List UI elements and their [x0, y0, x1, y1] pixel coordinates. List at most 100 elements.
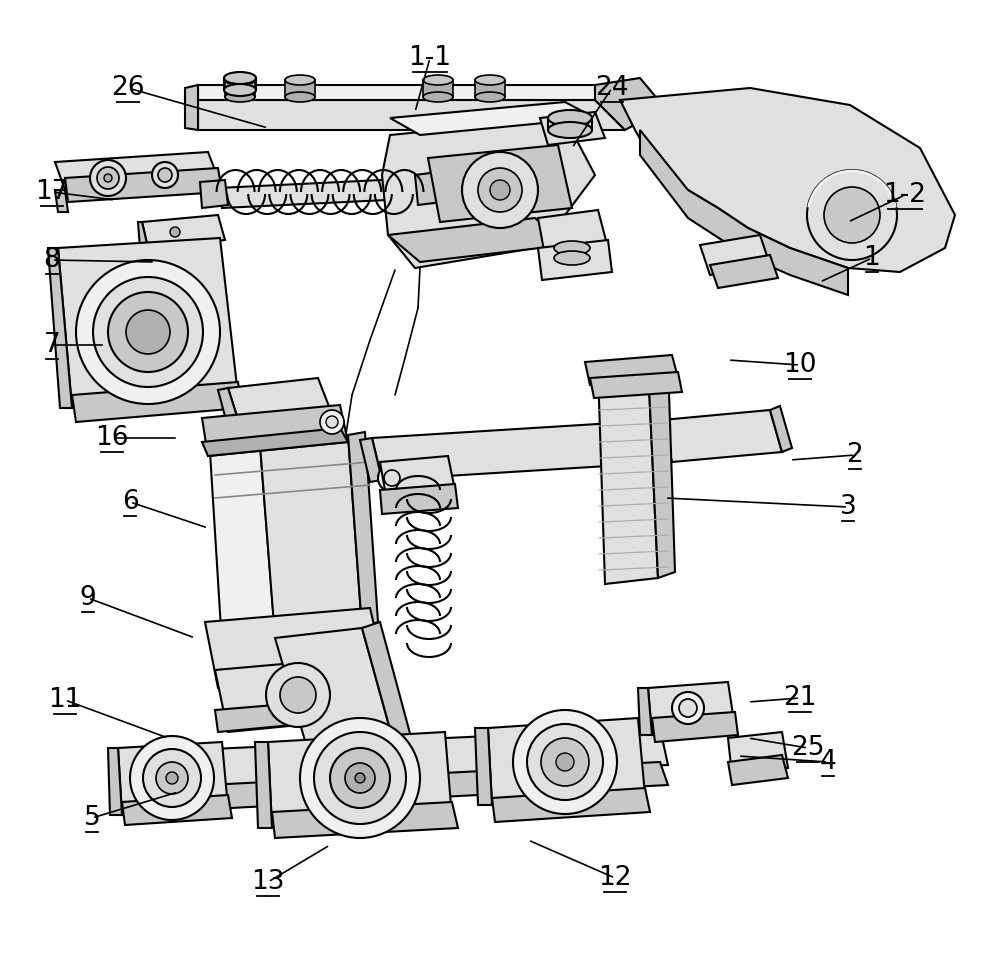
Polygon shape — [255, 742, 272, 828]
Text: 2: 2 — [847, 442, 863, 468]
Circle shape — [513, 710, 617, 814]
Circle shape — [126, 310, 170, 354]
Polygon shape — [640, 130, 848, 295]
Text: 11: 11 — [48, 687, 82, 713]
Circle shape — [76, 260, 220, 404]
Polygon shape — [198, 100, 625, 130]
Circle shape — [490, 180, 510, 200]
Text: 13: 13 — [251, 869, 285, 895]
Polygon shape — [728, 755, 788, 785]
Polygon shape — [148, 762, 668, 812]
Polygon shape — [285, 80, 315, 97]
Circle shape — [166, 772, 178, 784]
Polygon shape — [108, 748, 122, 815]
Polygon shape — [648, 682, 735, 735]
Polygon shape — [118, 742, 228, 815]
Circle shape — [152, 162, 178, 188]
Polygon shape — [595, 78, 665, 130]
Polygon shape — [540, 112, 605, 145]
Circle shape — [314, 732, 406, 824]
Text: 10: 10 — [783, 352, 817, 378]
Circle shape — [90, 160, 126, 196]
Circle shape — [143, 749, 201, 807]
Polygon shape — [380, 484, 458, 514]
Text: 7: 7 — [44, 332, 60, 358]
Text: 4: 4 — [820, 749, 836, 775]
Ellipse shape — [224, 84, 256, 96]
Text: 1: 1 — [864, 245, 880, 271]
Polygon shape — [423, 80, 453, 97]
Polygon shape — [380, 456, 455, 496]
Polygon shape — [218, 388, 242, 435]
Text: 26: 26 — [111, 75, 145, 101]
Ellipse shape — [225, 92, 255, 102]
Circle shape — [170, 227, 180, 237]
Polygon shape — [388, 218, 565, 262]
Polygon shape — [138, 222, 148, 248]
Polygon shape — [638, 688, 652, 735]
Ellipse shape — [475, 75, 505, 85]
Polygon shape — [648, 362, 675, 578]
Text: 1-1: 1-1 — [409, 45, 452, 71]
Polygon shape — [362, 622, 415, 758]
Text: 5: 5 — [84, 805, 100, 831]
Polygon shape — [55, 190, 68, 212]
Polygon shape — [390, 102, 595, 135]
Circle shape — [824, 187, 880, 243]
Polygon shape — [268, 732, 452, 828]
Circle shape — [378, 464, 406, 492]
Polygon shape — [228, 378, 335, 432]
Text: 21: 21 — [783, 685, 817, 711]
Polygon shape — [65, 168, 222, 202]
Ellipse shape — [548, 122, 592, 138]
Polygon shape — [415, 172, 442, 205]
Polygon shape — [198, 85, 625, 100]
Circle shape — [93, 277, 203, 387]
Polygon shape — [620, 88, 955, 272]
Circle shape — [672, 692, 704, 724]
Polygon shape — [202, 405, 348, 456]
Polygon shape — [275, 628, 398, 775]
Ellipse shape — [285, 75, 315, 85]
Polygon shape — [122, 795, 232, 825]
Circle shape — [355, 773, 365, 783]
Circle shape — [807, 170, 897, 260]
Circle shape — [384, 470, 400, 486]
Polygon shape — [382, 118, 595, 268]
Polygon shape — [225, 80, 255, 97]
Polygon shape — [260, 435, 362, 638]
Polygon shape — [710, 255, 778, 288]
Polygon shape — [215, 695, 400, 732]
Circle shape — [462, 152, 538, 228]
Circle shape — [527, 724, 603, 800]
Polygon shape — [475, 728, 492, 805]
Polygon shape — [700, 235, 770, 275]
Polygon shape — [185, 85, 198, 130]
Polygon shape — [475, 80, 505, 97]
Text: 17: 17 — [35, 179, 69, 205]
Ellipse shape — [548, 110, 592, 126]
Polygon shape — [372, 420, 672, 480]
Circle shape — [280, 677, 316, 713]
Polygon shape — [272, 802, 458, 838]
Polygon shape — [202, 428, 348, 456]
Text: 1-2: 1-2 — [884, 182, 926, 208]
Circle shape — [320, 410, 344, 434]
Text: 3: 3 — [840, 494, 856, 520]
Circle shape — [556, 753, 574, 771]
Polygon shape — [492, 788, 650, 822]
Ellipse shape — [554, 251, 590, 265]
Text: 25: 25 — [791, 735, 825, 761]
Polygon shape — [360, 438, 382, 482]
Ellipse shape — [554, 241, 590, 255]
Circle shape — [326, 416, 338, 428]
Text: 8: 8 — [44, 247, 60, 273]
Circle shape — [156, 762, 188, 794]
Polygon shape — [488, 718, 645, 805]
Text: 24: 24 — [595, 75, 629, 101]
Polygon shape — [215, 655, 400, 732]
Circle shape — [345, 763, 375, 793]
Circle shape — [679, 699, 697, 717]
Text: 12: 12 — [598, 865, 632, 891]
Polygon shape — [728, 732, 788, 775]
